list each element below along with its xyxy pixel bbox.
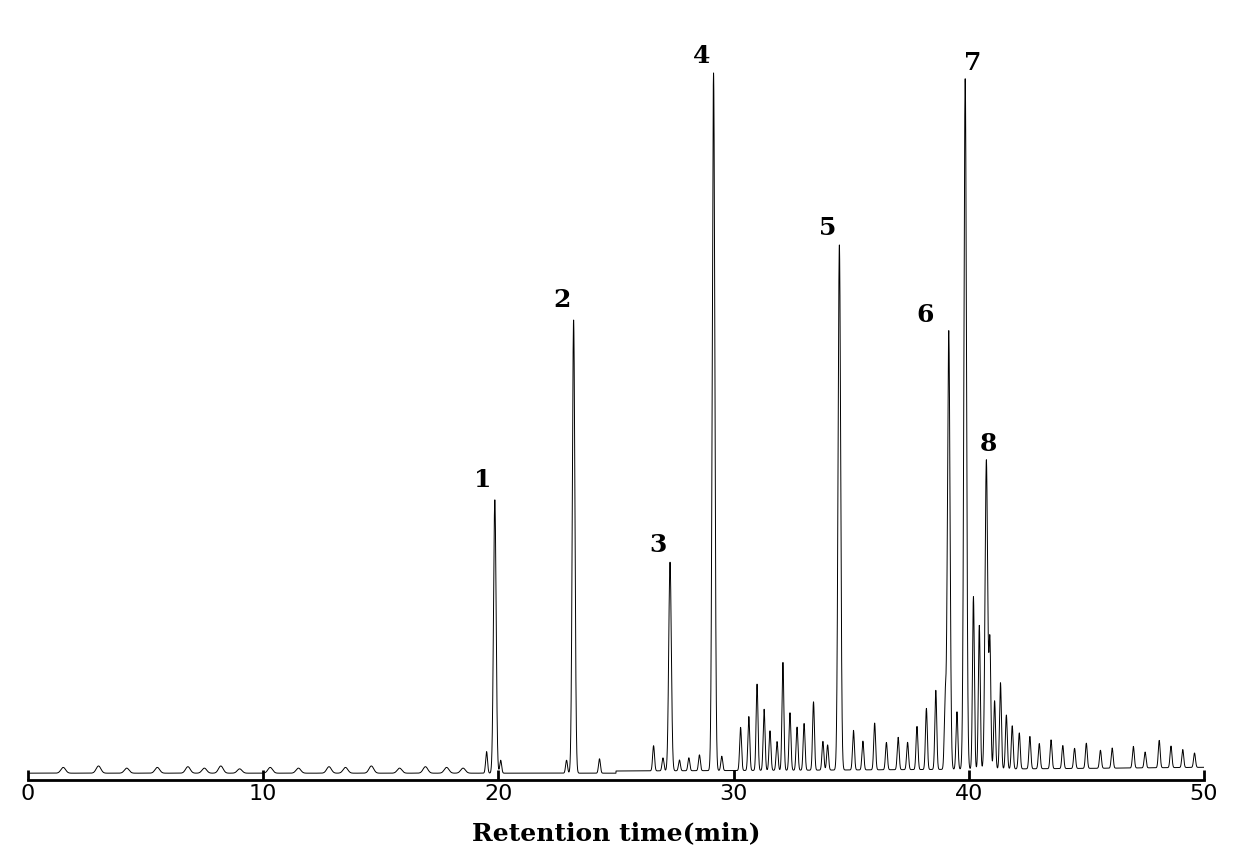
Text: 6: 6 — [917, 302, 934, 326]
Text: 5: 5 — [819, 216, 836, 240]
X-axis label: Retention time(min): Retention time(min) — [472, 821, 761, 845]
Text: 3: 3 — [649, 533, 667, 557]
Text: 4: 4 — [693, 43, 710, 68]
Text: 2: 2 — [553, 288, 570, 312]
Text: 7: 7 — [964, 51, 981, 74]
Text: 8: 8 — [980, 432, 997, 456]
Text: 1: 1 — [475, 468, 492, 492]
